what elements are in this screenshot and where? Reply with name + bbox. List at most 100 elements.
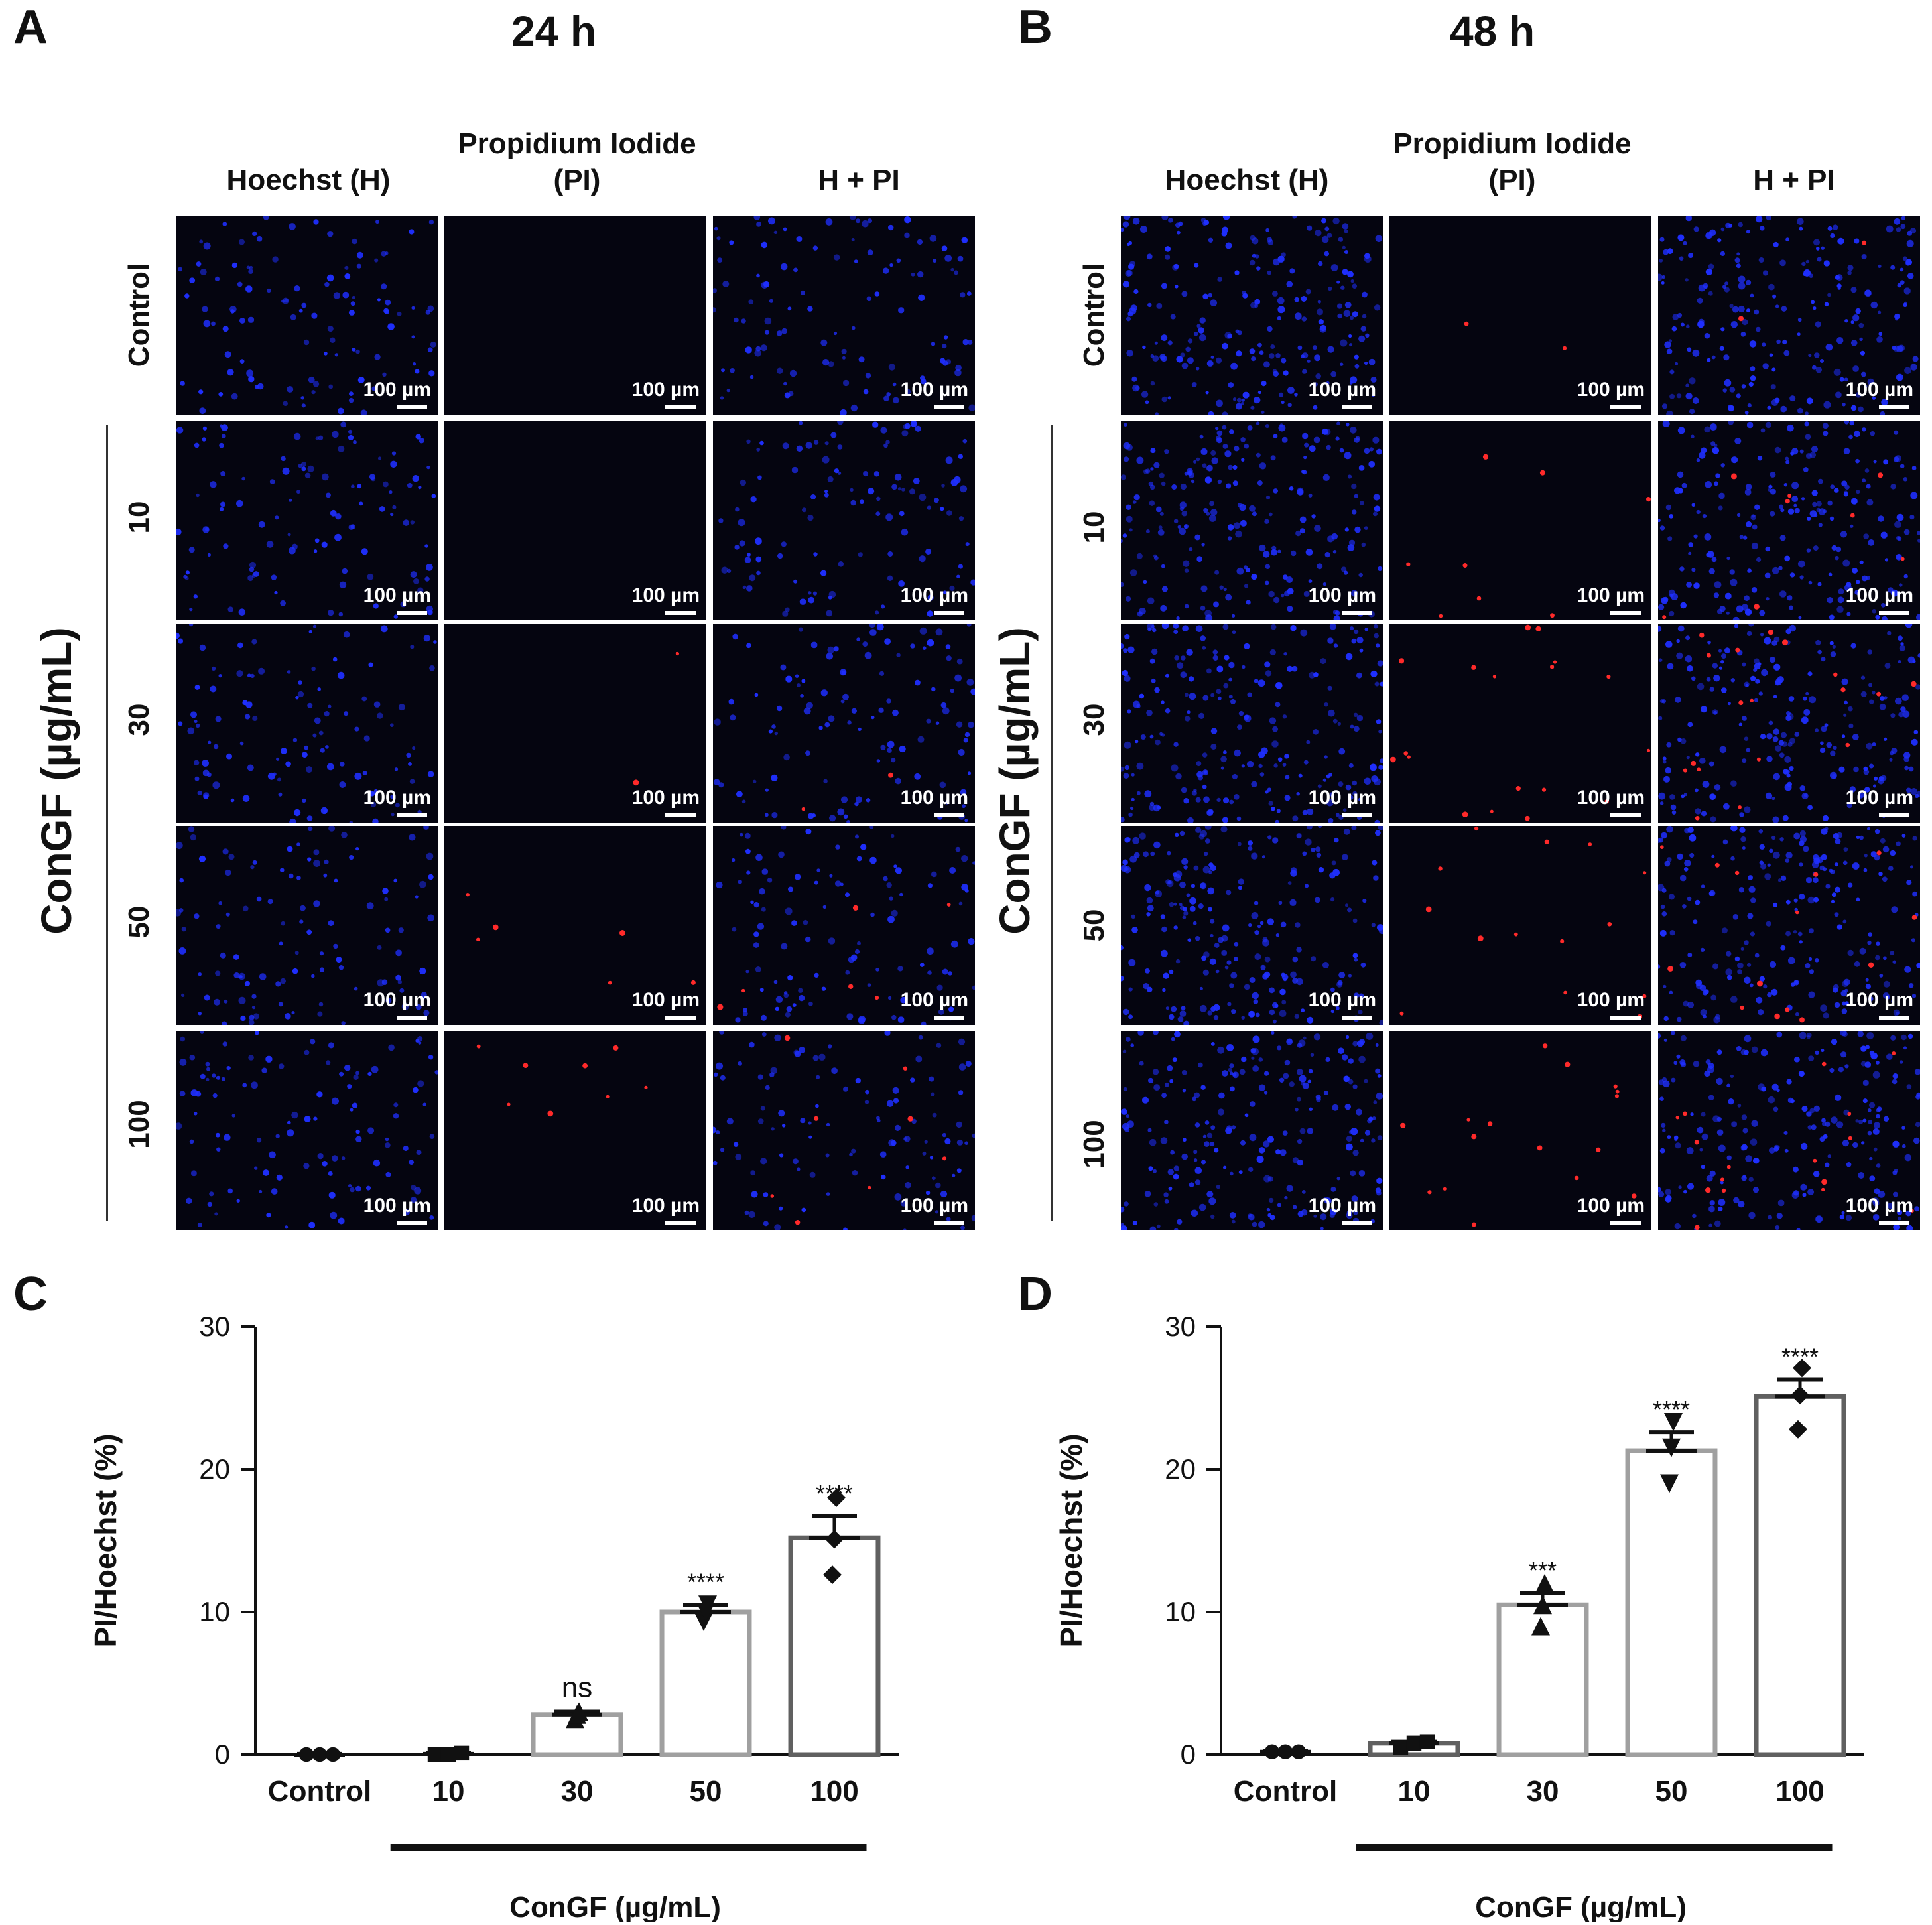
chart-c-y-tick-label: 0 bbox=[215, 1739, 230, 1770]
scale-bar bbox=[1879, 405, 1909, 409]
chart-d-point-30-3 bbox=[1535, 1574, 1554, 1593]
scale-bar bbox=[665, 405, 696, 409]
chart-c-x-tick-label-30: 30 bbox=[561, 1775, 594, 1808]
row-label-b-100: 100 bbox=[1078, 1120, 1110, 1169]
scale-bar-label: 100 µm bbox=[1845, 379, 1913, 401]
scale-bar bbox=[1610, 1016, 1641, 1020]
micrograph-b-50-pi: 100 µm bbox=[1389, 826, 1651, 1025]
scale-bar-label: 100 µm bbox=[363, 584, 431, 606]
chart-c-bar-50 bbox=[659, 1609, 752, 1757]
bracket-b bbox=[1051, 425, 1053, 1221]
col-head-b-pi-line2: (PI) bbox=[1488, 164, 1536, 196]
scale-bar-label: 100 µm bbox=[631, 1195, 700, 1217]
chart-c-point-10-3 bbox=[454, 1745, 470, 1761]
scale-bar-label: 100 µm bbox=[900, 1195, 968, 1217]
scale-bar-label: 100 µm bbox=[363, 989, 431, 1011]
scale-bar bbox=[934, 813, 964, 817]
scale-bar bbox=[1879, 1016, 1909, 1020]
chart-d-point-50-3 bbox=[1664, 1413, 1683, 1432]
row-label-b-50: 50 bbox=[1078, 909, 1110, 942]
micrograph-a-10-merge: 100 µm bbox=[713, 421, 975, 620]
panel-letter-b: B bbox=[1018, 1, 1053, 54]
panel-letter-d: D bbox=[1018, 1268, 1053, 1321]
scale-bar-label: 100 µm bbox=[1308, 787, 1376, 809]
micrograph-b-30-merge: 100 µm bbox=[1658, 624, 1920, 823]
scale-bar-label: 100 µm bbox=[363, 787, 431, 809]
chart-c-point-50-3 bbox=[698, 1595, 717, 1615]
chart-d-x-tick-label-10: 10 bbox=[1398, 1775, 1431, 1808]
scale-bar-label: 100 µm bbox=[1308, 1195, 1376, 1217]
chart-d-point-10-3 bbox=[1419, 1734, 1435, 1749]
chart-d-point-100-2 bbox=[1791, 1386, 1809, 1405]
panel-a-title: 24 h bbox=[511, 7, 597, 55]
scale-bar-label: 100 µm bbox=[900, 989, 968, 1011]
chart-c-x-label: ConGF (µg/mL) bbox=[509, 1891, 721, 1922]
micrograph-b-100-merge: 100 µm bbox=[1658, 1031, 1920, 1230]
chart-c-point-Control-3 bbox=[325, 1747, 341, 1762]
micrograph-b-50-hoechst: 100 µm bbox=[1121, 826, 1383, 1025]
col-head-a-pi-line2: (PI) bbox=[553, 164, 601, 196]
scale-bar bbox=[1610, 611, 1641, 615]
chart-d-significance-100: **** bbox=[1781, 1343, 1819, 1370]
chart-c-point-100-2 bbox=[825, 1530, 844, 1549]
scale-bar bbox=[1879, 813, 1909, 817]
micrograph-b-100-hoechst: 100 µm bbox=[1121, 1031, 1383, 1230]
scale-bar bbox=[1342, 1016, 1372, 1020]
scale-bar bbox=[1342, 813, 1372, 817]
micrograph-b-control-hoechst: 100 µm bbox=[1121, 216, 1383, 415]
scale-bar bbox=[665, 1221, 696, 1225]
row-label-a-10: 10 bbox=[123, 501, 155, 534]
chart-c-significance-50: **** bbox=[687, 1568, 724, 1595]
row-label-a-control: Control bbox=[123, 263, 155, 367]
chart-c-point-10-2 bbox=[440, 1747, 456, 1762]
scale-bar bbox=[665, 611, 696, 615]
scale-bar-label: 100 µm bbox=[900, 787, 968, 809]
scale-bar bbox=[1879, 611, 1909, 615]
scale-bar bbox=[397, 813, 427, 817]
chart-c-x-tick-label-100: 100 bbox=[810, 1775, 858, 1808]
col-head-a-pi-line1: Propidium Iodide bbox=[458, 127, 696, 160]
micrograph-a-control-merge: 100 µm bbox=[713, 216, 975, 415]
chart-d-y-label: PI/Hoechst (%) bbox=[1054, 1433, 1088, 1647]
chart-c-point-Control-1 bbox=[298, 1747, 314, 1762]
micrograph-b-control-pi: 100 µm bbox=[1389, 216, 1651, 415]
chart-c-point-50-1 bbox=[694, 1613, 713, 1632]
chart-d-y-tick-label: 20 bbox=[1165, 1453, 1196, 1485]
chart-d-significance-30: *** bbox=[1529, 1557, 1557, 1584]
chart-d-y-tick-label: 30 bbox=[1165, 1311, 1196, 1342]
chart-d-point-10-1 bbox=[1393, 1740, 1409, 1755]
micrograph-a-50-merge: 100 µm bbox=[713, 826, 975, 1025]
scale-bar-label: 100 µm bbox=[631, 989, 700, 1011]
chart-d-x-tick-label-Control: Control bbox=[1234, 1775, 1337, 1808]
chart-d: 0 10 20 30 PI/Hoechst (%) Control 10 *** 30 **** 5… bbox=[966, 1260, 1931, 1924]
micrograph-b-10-merge: 100 µm bbox=[1658, 421, 1920, 620]
scale-bar bbox=[397, 405, 427, 409]
scale-bar bbox=[665, 813, 696, 817]
chart-c-point-30-3 bbox=[570, 1702, 588, 1721]
chart-d-point-50-2 bbox=[1662, 1438, 1681, 1457]
chart-d-point-Control-3 bbox=[1291, 1744, 1307, 1759]
chart-d-point-30-1 bbox=[1531, 1617, 1550, 1636]
scale-bar bbox=[1342, 1221, 1372, 1225]
scale-bar bbox=[1342, 611, 1372, 615]
row-label-a-100: 100 bbox=[123, 1100, 155, 1149]
micrograph-b-30-pi: 100 µm bbox=[1389, 624, 1651, 823]
chart-c-x-tick-label-10: 10 bbox=[432, 1775, 465, 1808]
scale-bar bbox=[1610, 813, 1641, 817]
scale-bar-label: 100 µm bbox=[1577, 787, 1645, 809]
chart-d-bar-50 bbox=[1625, 1448, 1718, 1757]
scale-bar-label: 100 µm bbox=[363, 379, 431, 401]
scale-bar-label: 100 µm bbox=[631, 584, 700, 606]
chart-c-point-100-1 bbox=[823, 1565, 842, 1585]
chart-c-significance-100: **** bbox=[816, 1480, 853, 1507]
chart-d-y-tick-label: 10 bbox=[1165, 1596, 1196, 1627]
micrograph-a-control-hoechst: 100 µm bbox=[176, 216, 438, 415]
scale-bar bbox=[934, 405, 964, 409]
bracket-a bbox=[106, 425, 108, 1221]
micrograph-a-50-hoechst: 100 µm bbox=[176, 826, 438, 1025]
chart-d-point-50-1 bbox=[1660, 1474, 1679, 1493]
micrograph-a-30-pi: 100 µm bbox=[444, 624, 706, 823]
chart-c: 0 10 20 30 PI/Hoechst (%) Control 10 ns 30 **** 50… bbox=[0, 1260, 966, 1924]
chart-d-svg: 0 10 20 30 PI/Hoechst (%) Control 10 *** 30 **** 5… bbox=[1054, 1311, 1864, 1924]
chart-d-point-30-2 bbox=[1533, 1595, 1552, 1615]
